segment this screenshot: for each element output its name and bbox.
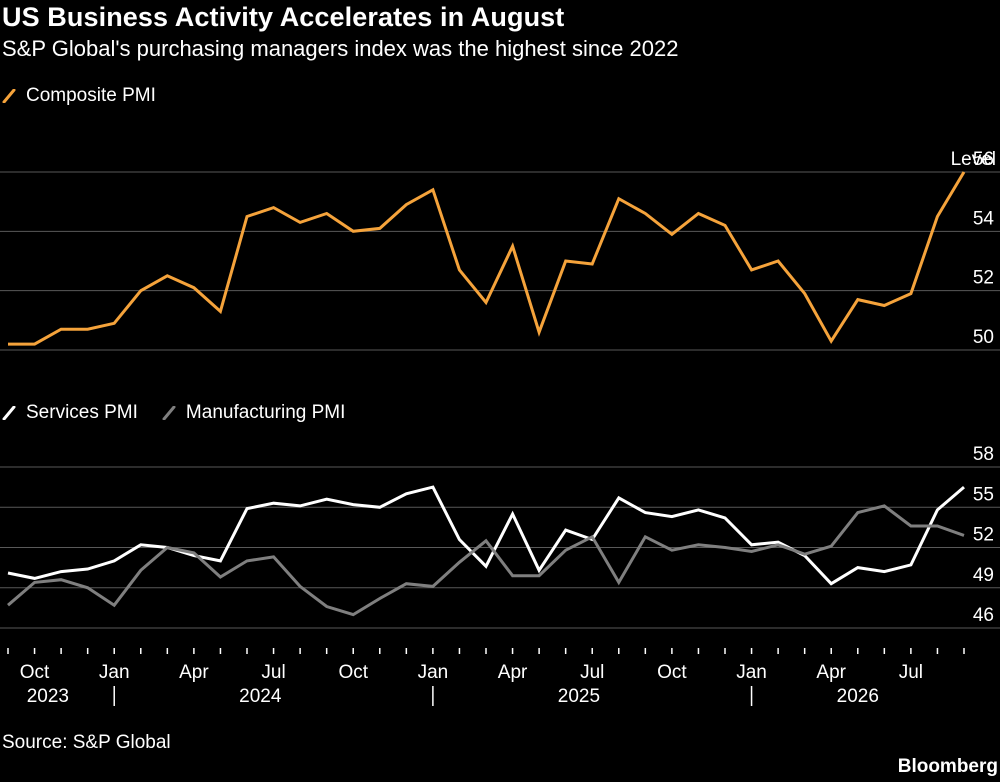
y-tick-label-top-56: 56 — [973, 149, 994, 170]
x-tick-label-2024-10: Oct — [338, 662, 368, 683]
x-tick-label-2026-01: Jan — [736, 662, 767, 683]
y-tick-label-bottom-55: 55 — [973, 484, 994, 505]
legend-bottom: Services PMI Manufacturing PMI — [2, 402, 369, 424]
y-axis-label-top: Level — [951, 149, 996, 170]
chart-subtitle: S&P Global's purchasing managers index w… — [2, 36, 679, 61]
legend-swatch-services — [2, 406, 16, 420]
grid-bottom — [0, 466, 1000, 629]
legend-swatch-manufacturing — [162, 406, 176, 420]
grid-top — [0, 171, 1000, 351]
legend-label-manufacturing: Manufacturing PMI — [185, 402, 346, 423]
y-tick-label-top-54: 54 — [973, 208, 995, 229]
y-tick-label-top-50: 50 — [973, 327, 994, 348]
x-tick-label-2026-04: Apr — [816, 662, 846, 683]
series-line-composite-pmi — [8, 171, 966, 346]
x-year-label-2026: 2026 — [837, 686, 879, 707]
y-tick-label-bottom-46: 46 — [973, 605, 994, 626]
x-tick-label-2024-07: Jul — [261, 662, 285, 683]
x-tick-label-2025-07: Jul — [580, 662, 604, 683]
y-axis-top: 50 52 54 56 — [973, 149, 995, 348]
legend-entry-manufacturing: Manufacturing PMI — [162, 402, 345, 424]
series-line-manufacturing-pmi — [7, 504, 965, 617]
series-bottom — [7, 485, 965, 617]
series-line-services-pmi — [7, 485, 965, 586]
brand-logo: Bloomberg — [897, 756, 998, 777]
legend-entry-services: Services PMI — [2, 402, 138, 424]
series-top — [8, 171, 966, 346]
legend-label-services: Services PMI — [26, 402, 138, 423]
legend-entry-composite: Composite PMI — [2, 85, 156, 107]
chart-title: US Business Activity Accelerates in Augu… — [2, 2, 565, 32]
x-tick-label-2024-01: Jan — [99, 662, 130, 683]
x-tick-label-2025-01: Jan — [418, 662, 449, 683]
x-tick-label-2024-04: Apr — [179, 662, 209, 683]
x-tick-label-2023-10: Oct — [20, 662, 50, 683]
x-tick-label-2025-04: Apr — [498, 662, 528, 683]
x-year-label-2023: 2023 — [27, 686, 69, 707]
y-tick-label-top-52: 52 — [973, 268, 994, 289]
x-axis: Oct Jan Apr Jul Oct Jan Apr Jul Oct Jan Apr Jul 2023… — [7, 648, 965, 707]
x-year-label-2025: 2025 — [558, 686, 600, 707]
source-note: Source: S&P Global — [2, 732, 171, 753]
legend-swatch-composite — [2, 89, 16, 103]
y-tick-label-bottom-49: 49 — [973, 565, 994, 586]
x-tick-label-2025-10: Oct — [657, 662, 687, 683]
y-axis-bottom: 46 49 52 55 58 — [973, 444, 994, 626]
legend-label-composite: Composite PMI — [26, 85, 156, 106]
x-year-label-2024: 2024 — [239, 686, 282, 707]
x-tick-label-2026-07: Jul — [899, 662, 923, 683]
y-tick-label-bottom-58: 58 — [973, 444, 994, 465]
legend-top: Composite PMI — [2, 85, 180, 107]
y-tick-label-bottom-52: 52 — [973, 525, 994, 546]
